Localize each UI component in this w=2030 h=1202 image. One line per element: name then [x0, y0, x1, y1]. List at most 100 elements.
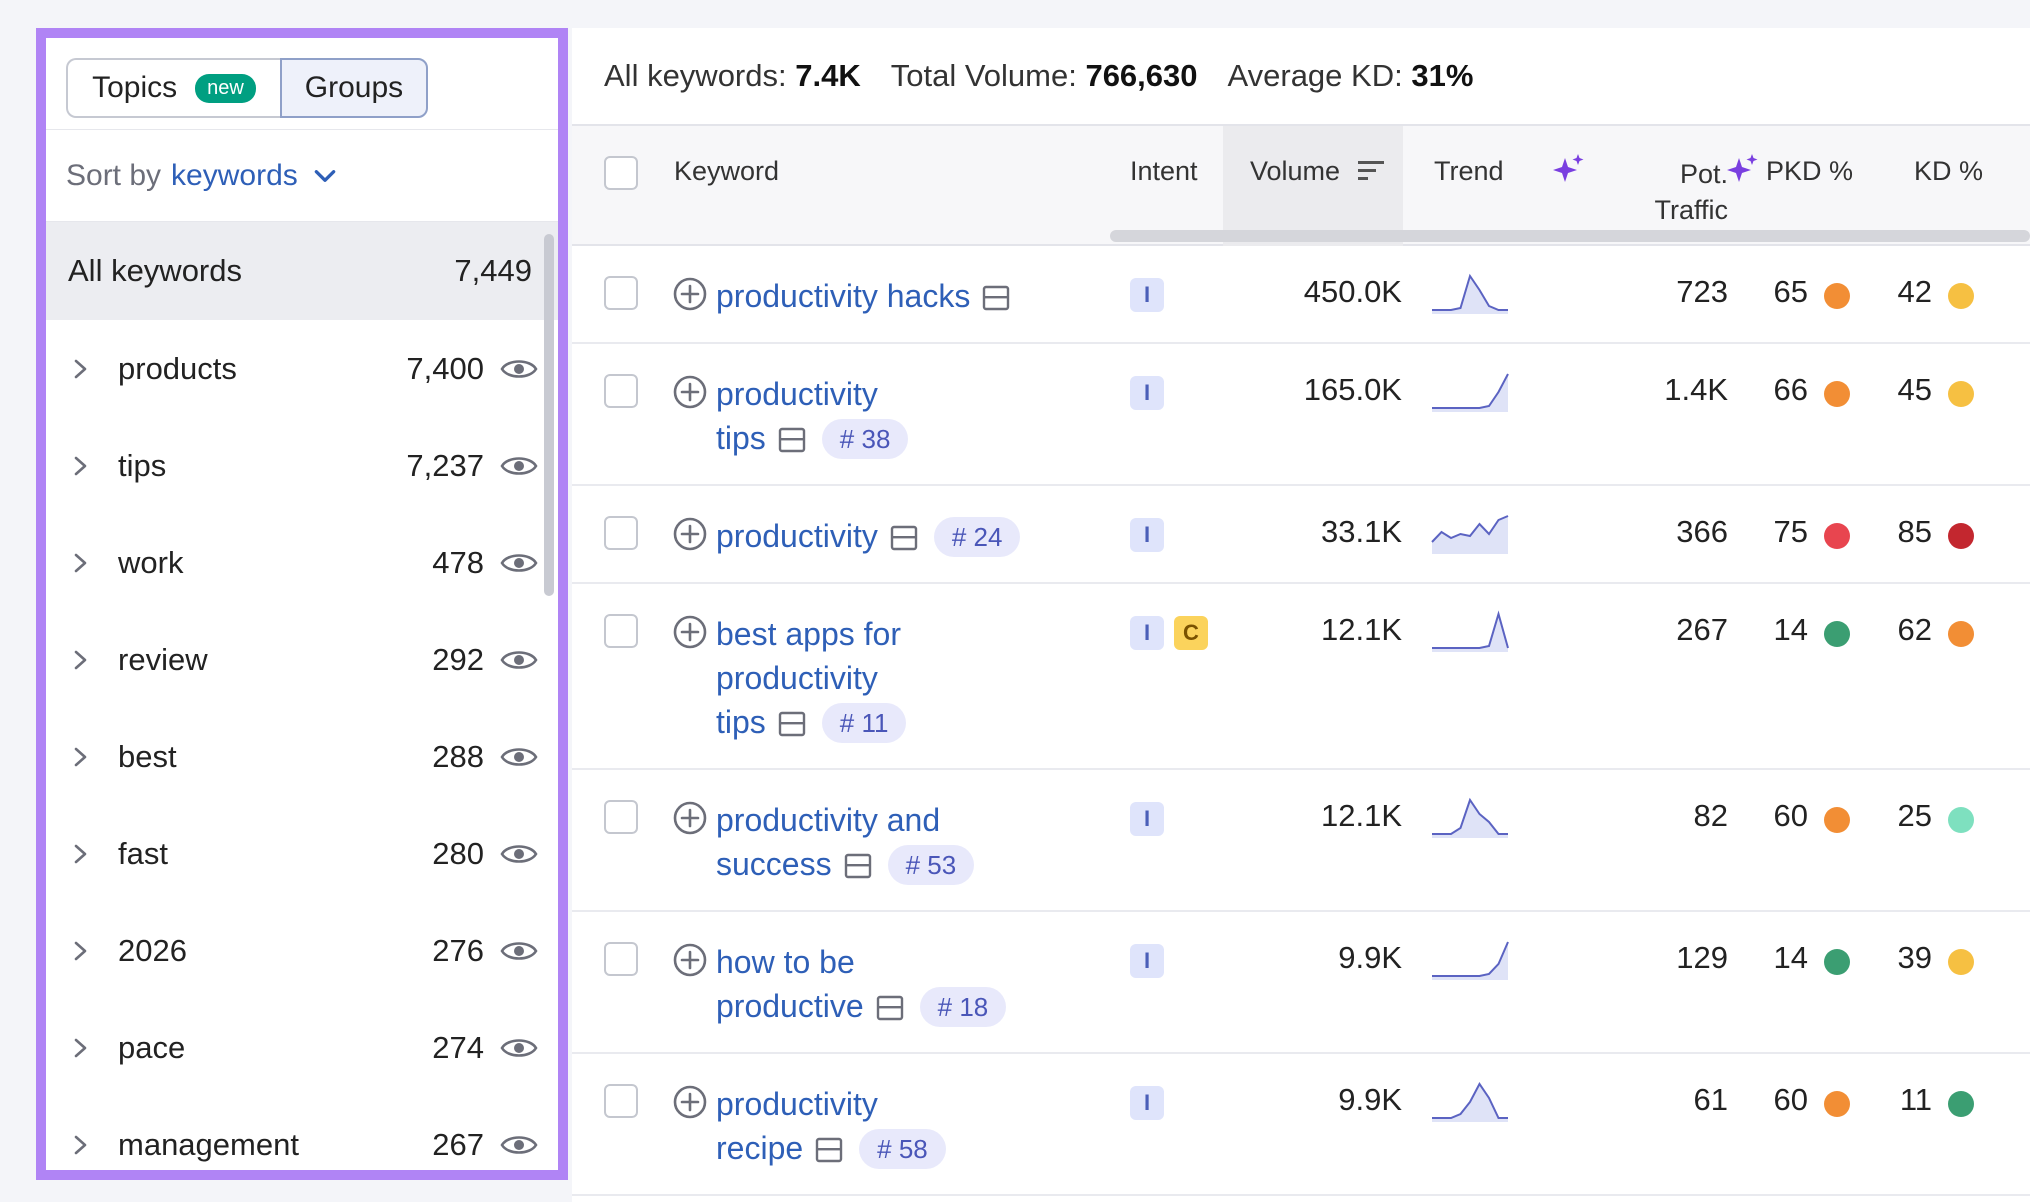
group-item[interactable]: 2026 276	[46, 902, 558, 999]
row-checkbox[interactable]	[604, 942, 638, 976]
keyword-text[interactable]: productivity hacks	[716, 278, 971, 314]
kd-difficulty-dot	[1948, 1091, 1974, 1117]
chevron-right-icon[interactable]	[70, 1133, 92, 1157]
row-checkbox[interactable]	[604, 276, 638, 310]
group-list-scrollbar[interactable]	[544, 234, 554, 596]
summary-all-value: 7.4K	[795, 58, 861, 93]
group-item[interactable]: pace 274	[46, 999, 558, 1096]
row-checkbox[interactable]	[604, 374, 638, 408]
keyword-body: best apps for productivity tips # 11	[716, 612, 907, 744]
serp-features-icon[interactable]	[844, 853, 872, 879]
keyword-text[interactable]: productive	[716, 988, 864, 1024]
header-pkd[interactable]: PKD %	[1766, 156, 1854, 186]
add-to-list-icon[interactable]	[672, 516, 708, 552]
volume-value: 12.1K	[1320, 612, 1402, 647]
sort-value[interactable]: keywords	[171, 158, 298, 192]
header-keyword[interactable]: Keyword	[674, 156, 780, 186]
group-item[interactable]: review 292	[46, 611, 558, 708]
group-item[interactable]: tips 7,237	[46, 417, 558, 514]
keyword-text[interactable]: best apps for	[716, 616, 901, 652]
table-row[interactable]: productivity tips # 38 I 165.0K 1.4K 66 45	[572, 344, 2030, 486]
groups-tab[interactable]: Groups	[280, 58, 428, 118]
table-row[interactable]: productivity # 24 I 33.1K 366 75 85	[572, 486, 2030, 584]
serp-features-icon[interactable]	[890, 525, 918, 551]
group-item[interactable]: products 7,400	[46, 320, 558, 417]
add-to-list-icon[interactable]	[672, 276, 708, 312]
serp-features-icon[interactable]	[815, 1137, 843, 1163]
chevron-right-icon[interactable]	[70, 357, 92, 381]
eye-icon[interactable]	[500, 647, 538, 673]
trend-line	[1432, 610, 1509, 649]
topics-tab[interactable]: Topics new	[66, 58, 280, 118]
chevron-right-icon[interactable]	[70, 745, 92, 769]
keyword-text[interactable]: success	[716, 846, 832, 882]
eye-icon[interactable]	[500, 744, 538, 770]
pkd-difficulty-dot	[1824, 523, 1850, 549]
summary-volume-value: 766,630	[1085, 58, 1198, 93]
row-checkbox[interactable]	[604, 800, 638, 834]
keyword-text[interactable]: productivity	[716, 518, 878, 554]
chevron-right-icon[interactable]	[70, 648, 92, 672]
keyword-text[interactable]: recipe	[716, 1130, 804, 1166]
group-item[interactable]: management 267	[46, 1096, 558, 1170]
chevron-right-icon[interactable]	[70, 551, 92, 575]
table-row[interactable]: productivity and success # 53 I 12.1K 82 60 25	[572, 770, 2030, 912]
volume-value: 165.0K	[1303, 372, 1402, 407]
keyword-text[interactable]: how to be	[716, 944, 855, 980]
serp-features-icon[interactable]	[982, 285, 1010, 311]
add-to-list-icon[interactable]	[672, 1084, 708, 1120]
add-to-list-icon[interactable]	[672, 942, 708, 978]
trend-line	[1432, 941, 1509, 977]
header-intent[interactable]: Intent	[1130, 156, 1198, 186]
sort-dropdown[interactable]: Sort by keywords	[46, 130, 558, 222]
keyword-text[interactable]: productivity	[716, 376, 878, 412]
header-trend[interactable]: Trend	[1434, 156, 1504, 186]
chevron-right-icon[interactable]	[70, 454, 92, 478]
chevron-right-icon[interactable]	[70, 1036, 92, 1060]
row-checkbox[interactable]	[604, 614, 638, 648]
pkd-value: 14	[1773, 612, 1808, 647]
trend-sparkline	[1432, 610, 1509, 652]
eye-icon[interactable]	[500, 841, 538, 867]
keyword-line: tips # 38	[716, 416, 909, 460]
eye-icon[interactable]	[500, 453, 538, 479]
keyword-text[interactable]: productivity and	[716, 802, 941, 838]
summary-total-volume: Total Volume: 766,630	[891, 58, 1198, 94]
table-row[interactable]: productivity recipe # 58 I 9.9K 61 60 11	[572, 1054, 2030, 1196]
row-checkbox[interactable]	[604, 516, 638, 550]
select-all-checkbox[interactable]	[604, 156, 638, 190]
group-item[interactable]: work 478	[46, 514, 558, 611]
add-to-list-icon[interactable]	[672, 614, 708, 650]
eye-icon[interactable]	[500, 938, 538, 964]
group-item[interactable]: best 288	[46, 708, 558, 805]
serp-features-icon[interactable]	[876, 995, 904, 1021]
keyword-text[interactable]: tips	[716, 704, 766, 740]
keyword-cell: productivity recipe # 58	[672, 1082, 1092, 1170]
all-keywords-item[interactable]: All keywords 7,449	[46, 222, 558, 320]
keyword-text[interactable]: tips	[716, 420, 766, 456]
eye-icon[interactable]	[500, 1035, 538, 1061]
table-row[interactable]: productivity hacks I 450.0K 723 65 42	[572, 246, 2030, 344]
add-to-list-icon[interactable]	[672, 374, 708, 410]
keyword-text[interactable]: productivity	[716, 660, 878, 696]
row-checkbox[interactable]	[604, 1084, 638, 1118]
table-horizontal-scrollbar[interactable]	[1110, 230, 2030, 242]
eye-icon[interactable]	[500, 1132, 538, 1158]
keyword-text[interactable]: productivity	[716, 1086, 878, 1122]
summary-kd-label: Average KD:	[1227, 58, 1403, 93]
header-kd[interactable]: KD %	[1914, 156, 1984, 186]
eye-icon[interactable]	[500, 356, 538, 382]
header-pot-traffic[interactable]: Pot. Traffic	[1612, 156, 1728, 228]
chevron-right-icon[interactable]	[70, 939, 92, 963]
table-row[interactable]: best apps for productivity tips # 11 I C 12.1K…	[572, 584, 2030, 770]
view-toggle-row: Topics new Groups	[46, 38, 558, 130]
chevron-right-icon[interactable]	[70, 842, 92, 866]
table-row[interactable]: how to be productive # 18 I 9.9K 129 14 39	[572, 912, 2030, 1054]
serp-features-icon[interactable]	[778, 711, 806, 737]
serp-features-icon[interactable]	[778, 427, 806, 453]
header-volume[interactable]: Volume	[1250, 156, 1386, 187]
add-to-list-icon[interactable]	[672, 800, 708, 836]
eye-icon[interactable]	[500, 550, 538, 576]
keyword-line: how to be	[716, 940, 1006, 984]
group-item[interactable]: fast 280	[46, 805, 558, 902]
